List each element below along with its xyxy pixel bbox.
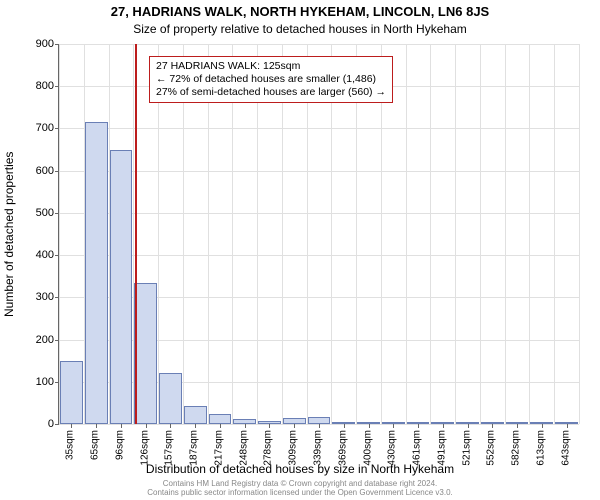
annotation-line-2: ← 72% of detached houses are smaller (1,… — [156, 73, 386, 86]
xtick-label: 126sqm — [139, 430, 150, 466]
xtick-mark — [468, 424, 469, 428]
histogram-bar — [110, 150, 133, 424]
xtick-mark — [245, 424, 246, 428]
xtick-mark — [443, 424, 444, 428]
xtick-mark — [542, 424, 543, 428]
ytick-label: 900 — [14, 38, 54, 50]
page-title-address: 27, HADRIANS WALK, NORTH HYKEHAM, LINCOL… — [0, 4, 600, 19]
gridline-v — [554, 44, 555, 424]
xtick-label: 339sqm — [313, 430, 324, 466]
xtick-label: 96sqm — [114, 430, 125, 460]
annotation-line-1: 27 HADRIANS WALK: 125sqm — [156, 60, 386, 73]
gridline-h — [59, 255, 579, 256]
gridline-h — [59, 213, 579, 214]
gridline-v — [455, 44, 456, 424]
xtick-mark — [170, 424, 171, 428]
xtick-label: 582sqm — [511, 430, 522, 466]
xtick-mark — [319, 424, 320, 428]
ytick-label: 700 — [14, 122, 54, 134]
xtick-label: 430sqm — [387, 430, 398, 466]
gridline-v — [529, 44, 530, 424]
xtick-label: 217sqm — [213, 430, 224, 466]
ytick-label: 800 — [14, 80, 54, 92]
xtick-label: 461sqm — [412, 430, 423, 466]
xtick-label: 400sqm — [362, 430, 373, 466]
xtick-mark — [393, 424, 394, 428]
xtick-label: 187sqm — [189, 430, 200, 466]
xtick-mark — [71, 424, 72, 428]
xtick-label: 248sqm — [238, 430, 249, 466]
ytick-label: 400 — [14, 249, 54, 261]
xtick-label: 278sqm — [263, 430, 274, 466]
xtick-label: 613sqm — [535, 430, 546, 466]
xtick-label: 157sqm — [164, 430, 175, 466]
xtick-mark — [294, 424, 295, 428]
xtick-mark — [369, 424, 370, 428]
xtick-mark — [418, 424, 419, 428]
footer-line-2: Contains public sector information licen… — [147, 488, 453, 497]
footer-line-1: Contains HM Land Registry data © Crown c… — [163, 479, 438, 488]
annotation-box: 27 HADRIANS WALK: 125sqm← 72% of detache… — [149, 56, 393, 103]
xtick-label: 552sqm — [486, 430, 497, 466]
annotation-line-3: 27% of semi-detached houses are larger (… — [156, 86, 386, 99]
xtick-mark — [567, 424, 568, 428]
ytick-label: 200 — [14, 334, 54, 346]
xtick-label: 643sqm — [560, 430, 571, 466]
footer-attribution: Contains HM Land Registry data © Crown c… — [0, 480, 600, 498]
gridline-v — [480, 44, 481, 424]
xtick-mark — [220, 424, 221, 428]
gridline-v — [430, 44, 431, 424]
xtick-label: 35sqm — [65, 430, 76, 460]
property-marker-line — [135, 44, 137, 424]
gridline-h — [59, 44, 579, 45]
histogram-bar — [159, 373, 182, 424]
gridline-v — [505, 44, 506, 424]
histogram-bar — [308, 417, 331, 424]
ytick-label: 100 — [14, 376, 54, 388]
gridline-v — [579, 44, 580, 424]
histogram-bar — [184, 406, 207, 424]
xtick-label: 65sqm — [90, 430, 101, 460]
xtick-label: 491sqm — [436, 430, 447, 466]
ytick-label: 0 — [14, 418, 54, 430]
xtick-mark — [269, 424, 270, 428]
xtick-mark — [344, 424, 345, 428]
histogram-plot-area: 27 HADRIANS WALK: 125sqm← 72% of detache… — [58, 44, 579, 425]
ytick-label: 500 — [14, 207, 54, 219]
histogram-bar — [85, 122, 108, 424]
ytick-label: 300 — [14, 291, 54, 303]
xtick-mark — [517, 424, 518, 428]
xtick-label: 309sqm — [288, 430, 299, 466]
xtick-label: 521sqm — [461, 430, 472, 466]
gridline-v — [406, 44, 407, 424]
xtick-mark — [492, 424, 493, 428]
xtick-mark — [96, 424, 97, 428]
histogram-bar — [209, 414, 232, 424]
xtick-mark — [121, 424, 122, 428]
page-subtitle: Size of property relative to detached ho… — [0, 22, 600, 36]
ytick-label: 600 — [14, 165, 54, 177]
gridline-h — [59, 171, 579, 172]
xtick-mark — [195, 424, 196, 428]
histogram-bar — [134, 283, 157, 424]
xtick-mark — [146, 424, 147, 428]
gridline-h — [59, 128, 579, 129]
histogram-bar — [60, 361, 83, 424]
ytick-mark — [55, 424, 59, 425]
xtick-label: 369sqm — [337, 430, 348, 466]
